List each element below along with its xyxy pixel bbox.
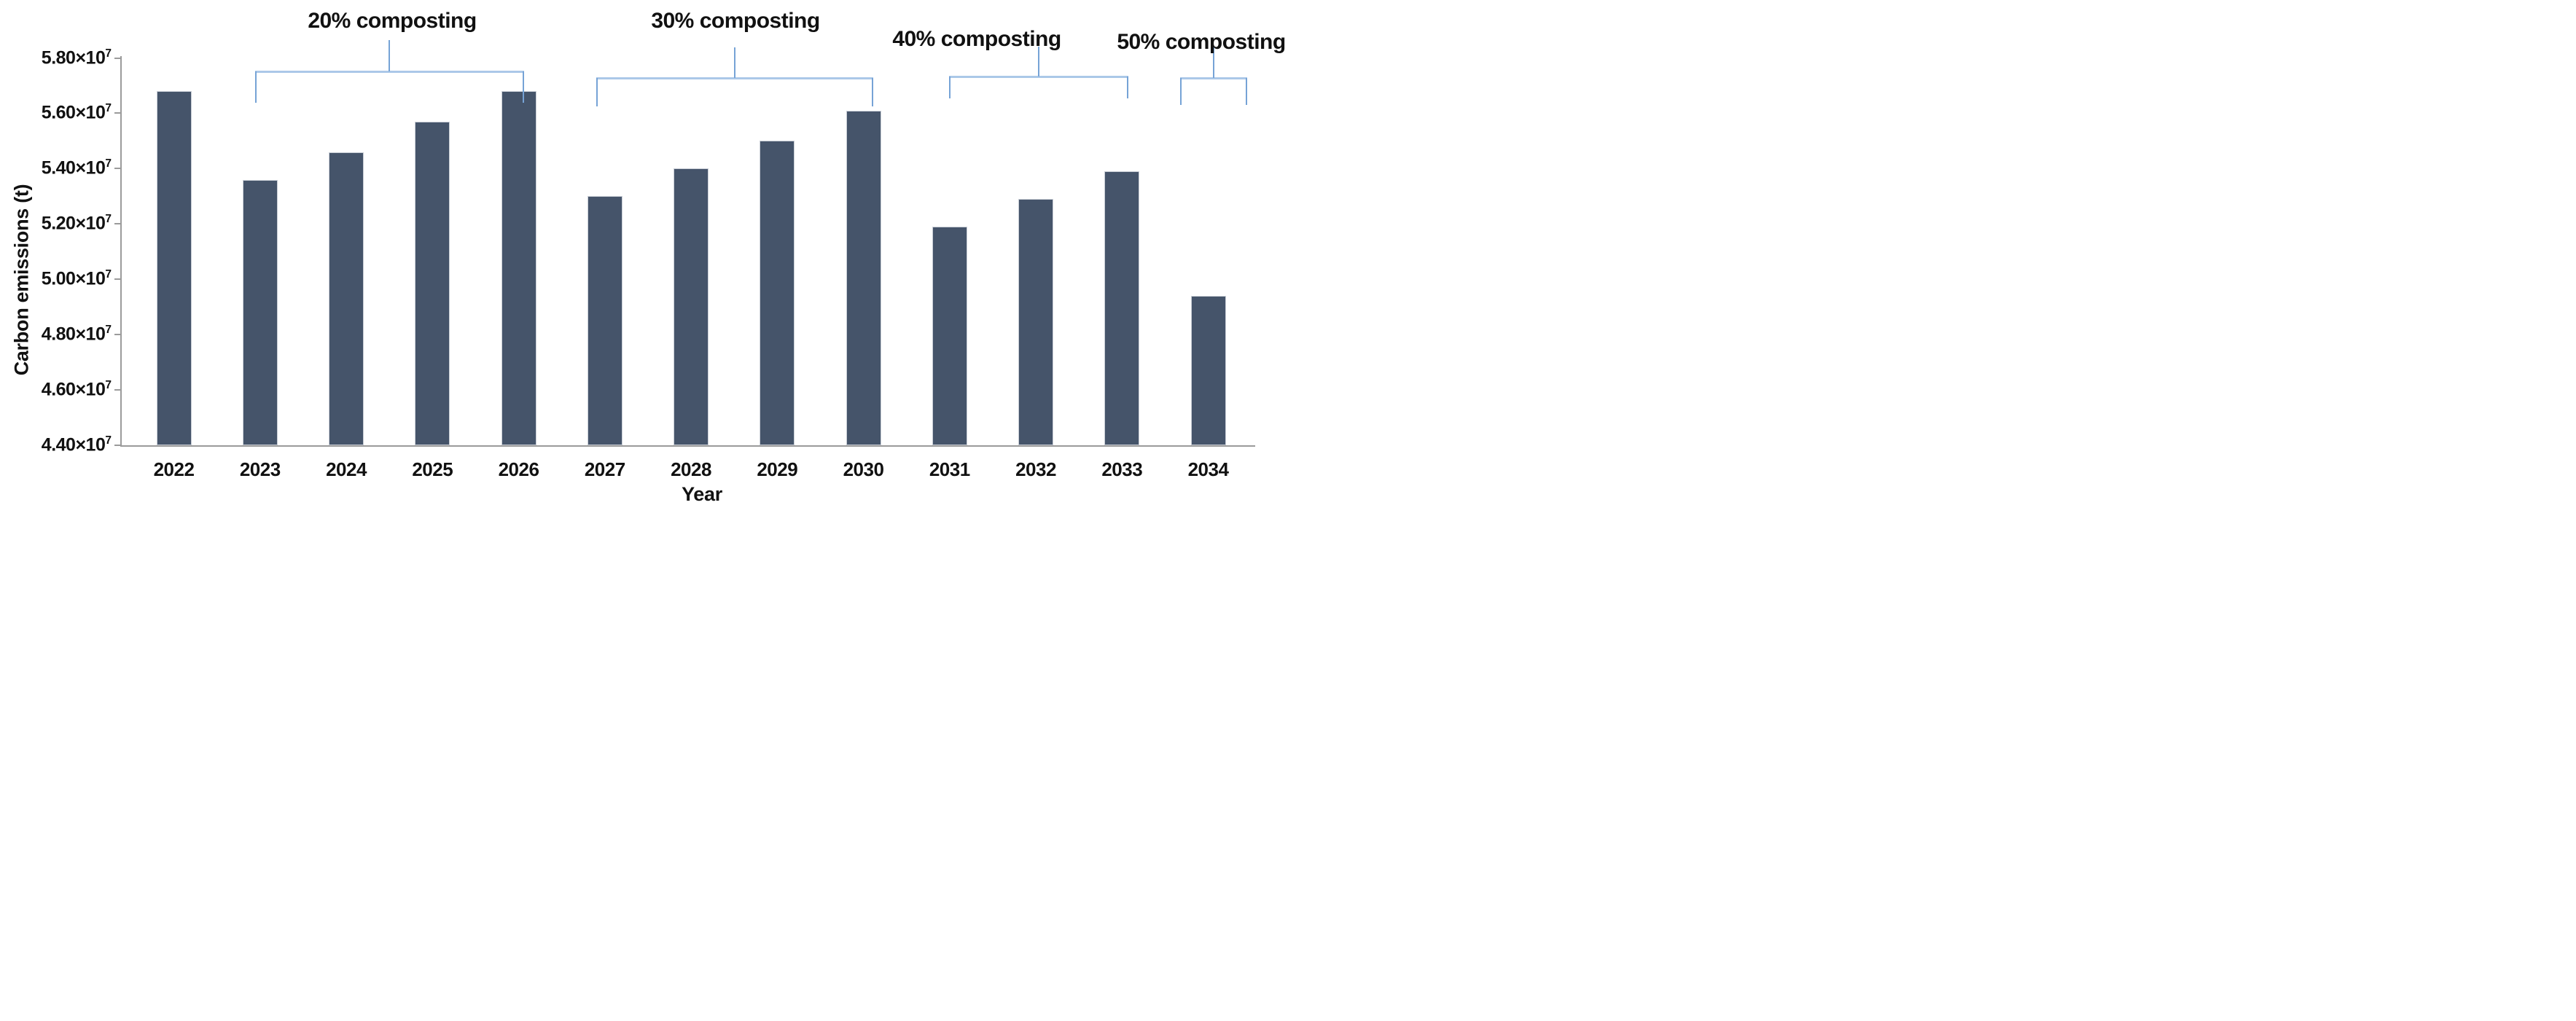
y-tick-mark <box>114 445 122 446</box>
y-tick-mark <box>114 57 122 59</box>
bracket-right-end <box>1246 78 1247 105</box>
annotation-label: 40% composting <box>892 27 1061 51</box>
x-tick-label-2025: 2025 <box>412 458 453 480</box>
x-tick-label-2022: 2022 <box>153 458 195 480</box>
bracket-center-tick <box>734 47 735 78</box>
bar-2025 <box>415 121 450 445</box>
y-tick-label: 5.60×107 <box>41 102 112 123</box>
y-tick-label: 5.20×107 <box>41 213 112 234</box>
y-tick-label: 5.00×107 <box>41 268 112 289</box>
x-axis-title: Year <box>682 483 722 505</box>
bar-2031 <box>932 227 967 445</box>
y-tick-label: 4.80×107 <box>41 324 112 345</box>
y-axis-title: Carbon emissions (t) <box>10 184 33 376</box>
bracket-horizontal <box>255 71 524 73</box>
bracket-horizontal <box>596 77 873 79</box>
y-tick-mark <box>114 168 122 170</box>
y-tick-label: 5.40×107 <box>41 157 112 179</box>
y-tick-mark <box>114 223 122 225</box>
x-tick-label-2033: 2033 <box>1101 458 1143 480</box>
y-tick-mark <box>114 112 122 114</box>
annotation-label: 20% composting <box>308 9 477 33</box>
bar-2026 <box>501 91 536 445</box>
x-tick-label-2026: 2026 <box>498 458 539 480</box>
y-tick-mark <box>114 389 122 391</box>
x-tick-label-2027: 2027 <box>584 458 625 480</box>
bar-2034 <box>1190 296 1226 445</box>
bar-2024 <box>329 152 364 445</box>
bracket-right-end <box>872 78 873 106</box>
annotation-label: 30% composting <box>651 9 820 33</box>
bracket-right-end <box>523 71 524 103</box>
bracket-center-tick <box>1038 47 1039 77</box>
x-tick-label-2030: 2030 <box>843 458 884 480</box>
y-tick-label: 4.60×107 <box>41 379 112 400</box>
bar-2032 <box>1018 199 1053 445</box>
bar-2029 <box>760 141 795 445</box>
bracket-right-end <box>1127 77 1128 98</box>
bracket-center-tick <box>1213 47 1214 78</box>
y-axis-line <box>120 56 122 447</box>
bracket-horizontal <box>1180 77 1247 79</box>
bracket-left-end <box>255 71 257 103</box>
bar-2030 <box>846 110 881 445</box>
x-tick-label-2029: 2029 <box>757 458 798 480</box>
bracket-left-end <box>596 78 598 106</box>
x-tick-label-2032: 2032 <box>1015 458 1056 480</box>
x-tick-label-2034: 2034 <box>1187 458 1229 480</box>
bracket-left-end <box>1180 78 1182 105</box>
y-tick-mark <box>114 278 122 281</box>
annotation-label: 50% composting <box>1117 30 1286 54</box>
bar-2023 <box>242 179 278 445</box>
y-tick-mark <box>114 334 122 336</box>
bracket-center-tick <box>389 40 390 71</box>
y-tick-label: 4.40×107 <box>41 434 112 455</box>
bracket-horizontal <box>949 76 1128 78</box>
bar-2033 <box>1104 171 1140 445</box>
bar-2022 <box>156 91 192 445</box>
x-tick-label-2028: 2028 <box>671 458 711 480</box>
x-axis-line <box>120 445 1255 447</box>
bar-2028 <box>674 168 709 445</box>
x-tick-label-2024: 2024 <box>326 458 367 480</box>
y-tick-label: 5.80×107 <box>41 47 112 68</box>
carbon-emissions-bar-chart: 5.80×107 5.60×107 5.40×107 5.20×107 5.00×107… <box>0 0 1288 510</box>
bar-2027 <box>587 196 622 445</box>
x-tick-label-2031: 2031 <box>929 458 970 480</box>
x-tick-label-2023: 2023 <box>239 458 281 480</box>
bracket-left-end <box>949 77 951 98</box>
